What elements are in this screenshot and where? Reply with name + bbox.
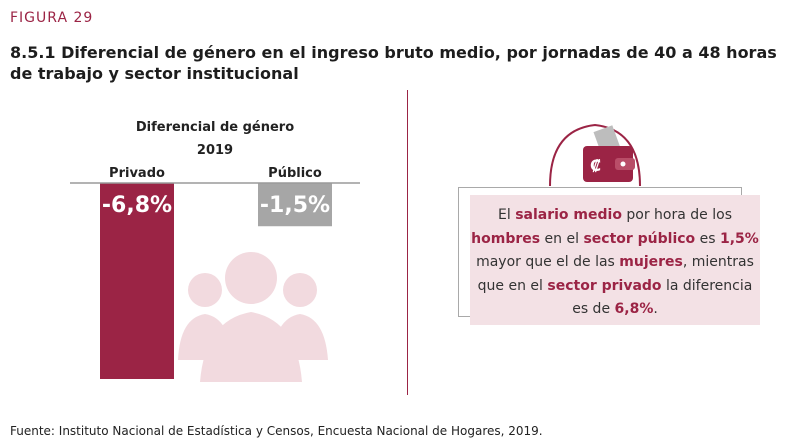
chart-title: 8.5.1 Diferencial de género en el ingres…: [10, 43, 777, 83]
data-label: -1,5%: [260, 193, 330, 218]
note-segment: mayor que el de las: [476, 254, 620, 270]
note-segment: la diferencia es de: [572, 277, 753, 318]
note-highlight: sector privado: [547, 277, 662, 294]
data-label: -6,8%: [102, 193, 172, 218]
chart-heading-block: Diferencial de género 2019: [100, 116, 330, 162]
note-text: El salario medio por hora de los hombres…: [470, 204, 760, 322]
note-highlight: 1,5%: [720, 230, 759, 247]
chart-heading: Diferencial de género: [135, 120, 295, 135]
note-highlight: sector público: [583, 230, 696, 247]
bar-privado: [100, 183, 174, 379]
note-highlight: hombres: [471, 230, 541, 247]
category-label: Público: [268, 166, 322, 181]
bars-group: Privado -6,8% Público -1,5%: [100, 166, 332, 379]
chart-year: 2019: [196, 143, 234, 158]
note-segment: El: [498, 207, 516, 223]
note-highlight: mujeres: [619, 254, 683, 270]
svg-text:₡: ₡: [590, 156, 601, 175]
source-note: Fuente: Instituto Nacional de Estadístic…: [10, 424, 543, 438]
note-highlight: salario medio: [515, 207, 622, 223]
category-label: Privado: [109, 166, 165, 181]
note-segment: .: [653, 301, 658, 317]
vertical-divider: [407, 90, 408, 395]
bar-público: [258, 183, 332, 227]
note-background: [470, 195, 760, 325]
people-silhouette-icon: [178, 252, 328, 382]
note-segment: en el: [540, 230, 584, 247]
note-segment: es: [695, 230, 720, 247]
note-segment: , mientras que en el: [477, 254, 754, 294]
figure-label: FIGURA 29: [10, 10, 94, 26]
note-segment: por hora de los: [621, 207, 732, 223]
wallet-colon-icon: ₡: [549, 123, 641, 187]
note-highlight: 6,8%: [614, 301, 654, 317]
